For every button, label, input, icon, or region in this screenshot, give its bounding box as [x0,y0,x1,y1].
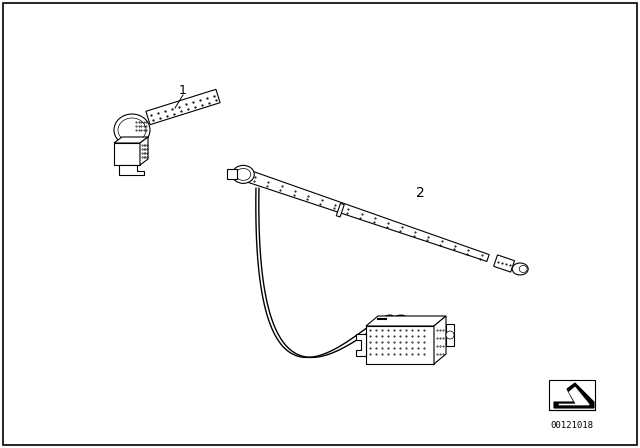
Polygon shape [493,255,515,272]
Bar [227,169,237,179]
Polygon shape [140,137,148,165]
Bar [114,143,140,165]
Ellipse shape [114,114,150,146]
Polygon shape [446,324,454,346]
Text: 1: 1 [179,83,187,96]
Polygon shape [114,137,148,143]
Circle shape [446,331,454,339]
Ellipse shape [519,266,527,272]
Bar [549,380,595,410]
Polygon shape [356,334,366,356]
Polygon shape [554,383,594,408]
Ellipse shape [512,263,528,275]
Polygon shape [434,316,446,364]
Bar [366,326,434,364]
Polygon shape [146,89,220,125]
Text: 2: 2 [415,186,424,200]
Text: 00121018: 00121018 [550,421,593,430]
Polygon shape [336,203,344,217]
Polygon shape [559,387,589,405]
Polygon shape [366,316,446,326]
Ellipse shape [118,118,146,142]
Polygon shape [246,170,489,261]
Ellipse shape [236,168,251,181]
Polygon shape [119,165,144,175]
Ellipse shape [232,165,254,183]
